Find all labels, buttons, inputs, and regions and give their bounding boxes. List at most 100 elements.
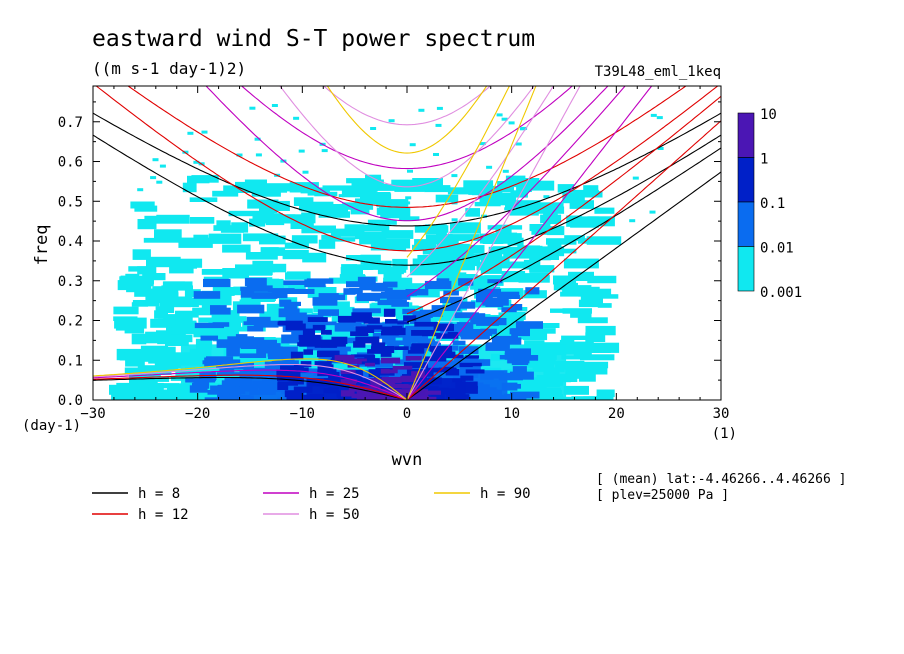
power-cell xyxy=(629,219,636,223)
pressure-annotation: [ plev=25000 Pa ] xyxy=(596,488,729,503)
power-cell xyxy=(495,234,522,244)
power-cell xyxy=(435,194,459,203)
power-cell xyxy=(288,283,306,290)
y-unit-label: (day-1) xyxy=(22,418,81,434)
power-cell xyxy=(286,214,312,223)
x-axis-title: wvn xyxy=(392,450,423,470)
power-cell xyxy=(185,378,216,383)
power-cell xyxy=(367,183,401,191)
power-cell xyxy=(350,331,369,337)
power-cell xyxy=(282,206,289,210)
power-cell xyxy=(156,180,163,184)
run-label: T39L48_eml_1keq xyxy=(595,64,721,80)
power-cell xyxy=(575,216,582,220)
power-cell xyxy=(518,274,550,283)
power-cell xyxy=(221,380,243,388)
power-cell xyxy=(510,371,534,380)
power-cell xyxy=(473,318,487,324)
power-cell xyxy=(368,369,380,377)
power-cell xyxy=(449,234,480,241)
power-cell xyxy=(440,327,469,336)
power-cell xyxy=(359,284,386,291)
power-cell xyxy=(370,378,390,384)
power-cell xyxy=(349,275,366,286)
power-cell xyxy=(453,356,479,366)
power-cell xyxy=(385,380,395,386)
power-cell xyxy=(388,119,395,123)
legend-label: h = 90 xyxy=(480,486,531,502)
power-cell xyxy=(386,320,405,329)
y-tick-label: 0.4 xyxy=(58,234,83,250)
power-cell xyxy=(384,268,407,273)
power-cell xyxy=(355,326,375,333)
power-cell xyxy=(431,305,461,311)
power-cell xyxy=(201,269,235,275)
power-cell xyxy=(255,153,262,157)
power-cell xyxy=(577,238,610,244)
power-cell xyxy=(376,207,409,216)
colorbar-swatch xyxy=(737,157,755,203)
power-cell xyxy=(504,394,527,400)
power-cell xyxy=(239,299,257,309)
power-cell xyxy=(155,306,175,313)
power-cell xyxy=(632,176,639,180)
power-cell xyxy=(143,237,179,243)
legend-label: h = 8 xyxy=(138,486,180,502)
power-cell xyxy=(550,308,569,313)
power-cell xyxy=(568,271,594,281)
power-cell xyxy=(363,317,380,324)
power-cell xyxy=(384,289,414,296)
power-cell xyxy=(251,184,277,193)
power-cell xyxy=(193,234,209,240)
power-cell xyxy=(189,385,208,393)
x-unit-label: (1) xyxy=(712,426,737,442)
power-cell xyxy=(244,267,276,273)
power-cell xyxy=(509,206,539,216)
power-cell xyxy=(399,216,420,221)
power-cell xyxy=(132,300,160,307)
power-cell xyxy=(417,255,440,264)
power-cell xyxy=(302,170,309,174)
power-cell xyxy=(562,192,585,204)
power-cell xyxy=(357,358,380,365)
power-cell xyxy=(236,153,243,157)
power-cell xyxy=(344,316,369,322)
power-cell xyxy=(423,356,447,362)
power-cell xyxy=(240,289,255,298)
colorbar-label: 1 xyxy=(760,152,768,168)
power-cell xyxy=(159,296,193,303)
power-cell xyxy=(288,376,300,382)
power-cell xyxy=(333,327,361,338)
power-cell xyxy=(447,332,459,336)
power-cell xyxy=(370,192,391,204)
colorbar-label: 0.1 xyxy=(760,196,785,212)
power-cell xyxy=(281,334,311,344)
power-cell xyxy=(430,248,456,260)
power-cell xyxy=(146,256,181,268)
power-cell xyxy=(405,325,427,334)
power-cell xyxy=(400,375,417,382)
power-cell xyxy=(203,278,231,288)
power-cell xyxy=(349,358,367,362)
power-cell xyxy=(578,361,609,369)
power-cell xyxy=(597,303,612,308)
power-cell xyxy=(284,242,309,249)
power-cell xyxy=(318,293,339,299)
chart-title: eastward wind S-T power spectrum xyxy=(92,26,535,52)
power-cell xyxy=(358,224,390,232)
power-cell xyxy=(190,299,208,304)
power-cell xyxy=(470,283,494,290)
power-cell xyxy=(162,281,185,287)
power-cell xyxy=(267,288,295,293)
power-cell xyxy=(359,236,380,245)
power-cell xyxy=(365,174,382,183)
x-tick-label: −20 xyxy=(185,406,210,422)
power-shading xyxy=(109,104,664,400)
power-cell xyxy=(416,323,432,332)
power-cell xyxy=(113,306,139,315)
power-cell xyxy=(322,185,354,191)
power-cell xyxy=(502,169,509,173)
power-cell xyxy=(459,301,476,309)
power-cell xyxy=(501,271,526,283)
power-cell xyxy=(509,328,522,335)
